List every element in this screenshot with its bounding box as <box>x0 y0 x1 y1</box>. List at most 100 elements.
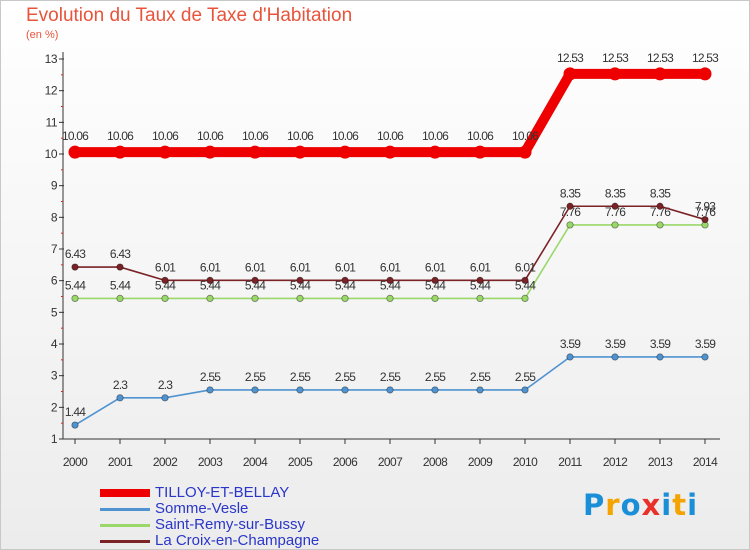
data-point <box>656 221 664 229</box>
data-point <box>158 145 172 159</box>
x-tick-label: 2012 <box>603 455 628 469</box>
data-label: 5.44 <box>65 278 86 292</box>
unit-label: (en %) <box>26 29 59 41</box>
data-point <box>296 276 304 284</box>
data-point <box>566 353 574 361</box>
data-label: 6.01 <box>515 260 536 274</box>
data-label: 12.53 <box>602 51 629 65</box>
data-point <box>608 67 622 81</box>
data-label: 10.06 <box>242 129 269 143</box>
data-label: 7.76 <box>695 205 716 219</box>
data-label: 12.53 <box>692 51 719 65</box>
data-point <box>71 263 79 271</box>
x-tick-label: 2011 <box>558 455 582 469</box>
data-label: 5.44 <box>425 278 446 292</box>
data-point <box>653 67 667 81</box>
y-tick-label: 11 <box>46 115 58 129</box>
data-label: 6.01 <box>155 260 176 274</box>
y-tick-label: 1 <box>51 432 58 446</box>
data-point <box>206 294 214 302</box>
data-point <box>116 294 124 302</box>
data-point <box>68 145 82 159</box>
x-tick-label: 2001 <box>108 455 133 469</box>
data-point <box>71 294 79 302</box>
data-label: 2.3 <box>158 378 173 392</box>
logo-letter: P <box>583 488 606 522</box>
logo-letter: o <box>620 488 642 522</box>
data-point <box>701 215 709 224</box>
data-label: 5.44 <box>380 278 401 292</box>
logo-letter: i <box>661 488 673 522</box>
data-label: 5.44 <box>335 278 356 292</box>
data-point <box>428 145 442 159</box>
data-label: 2.55 <box>200 370 221 384</box>
data-point <box>476 276 484 284</box>
data-point <box>473 145 487 159</box>
legend-swatch <box>100 508 150 511</box>
data-label: 5.44 <box>515 278 536 292</box>
y-tick-label: 9 <box>51 179 58 193</box>
data-label: 6.43 <box>110 247 131 261</box>
chart-title: Evolution du Taux de Taxe d'Habitation <box>26 5 353 26</box>
data-label: 6.01 <box>290 260 311 274</box>
x-tick-label: 2010 <box>513 455 538 469</box>
x-tick-label: 2007 <box>378 455 403 469</box>
data-label: 5.44 <box>245 278 266 292</box>
data-label: 10.06 <box>107 129 134 143</box>
data-label: 3.59 <box>650 337 671 351</box>
y-tick-label: 5 <box>51 305 58 319</box>
data-point <box>251 276 259 284</box>
data-label: 7.76 <box>560 205 581 219</box>
legend-swatch <box>100 489 150 497</box>
x-tick-label: 2008 <box>423 455 448 469</box>
data-point <box>656 202 664 210</box>
data-point <box>248 145 262 159</box>
data-point <box>518 145 532 159</box>
data-label: 12.53 <box>647 51 674 65</box>
data-label: 10.06 <box>332 129 359 143</box>
x-tick-label: 2013 <box>648 455 673 469</box>
data-label: 5.44 <box>155 278 176 292</box>
data-point <box>71 421 79 429</box>
data-point <box>251 294 259 302</box>
x-tick-label: 2014 <box>693 455 718 469</box>
data-point <box>203 145 217 159</box>
x-tick-label: 2005 <box>288 455 313 469</box>
logo-letter: i <box>687 488 699 522</box>
data-label: 10.06 <box>377 129 404 143</box>
data-label: 7.76 <box>605 205 626 219</box>
data-label: 8.35 <box>605 186 626 200</box>
data-point <box>341 294 349 302</box>
data-point <box>563 67 577 81</box>
logo-letter: x <box>641 488 662 522</box>
x-tick-label: 2003 <box>198 455 223 469</box>
data-point <box>431 386 439 394</box>
data-point <box>521 276 529 284</box>
data-point <box>386 294 394 302</box>
data-point <box>338 145 352 159</box>
data-label: 6.01 <box>425 260 446 274</box>
data-point <box>341 386 349 394</box>
data-point <box>656 353 664 361</box>
data-label: 10.06 <box>287 129 314 143</box>
data-point <box>431 276 439 284</box>
data-label: 6.01 <box>380 260 401 274</box>
data-label: 2.55 <box>425 370 446 384</box>
data-point <box>116 263 124 271</box>
data-point <box>293 145 307 159</box>
data-point <box>341 276 349 284</box>
data-label: 3.59 <box>695 337 716 351</box>
y-tick-label: 2 <box>51 400 58 414</box>
y-tick-label: 12 <box>45 84 58 98</box>
x-tick-label: 2002 <box>153 455 178 469</box>
logo-letter: r <box>605 488 621 522</box>
data-point <box>251 386 259 394</box>
proxiti-logo: Proxiti <box>583 488 698 522</box>
data-point <box>698 67 712 81</box>
data-label: 6.01 <box>470 260 491 274</box>
data-label: 5.44 <box>290 278 311 292</box>
data-point <box>206 276 214 284</box>
data-point <box>521 386 529 394</box>
